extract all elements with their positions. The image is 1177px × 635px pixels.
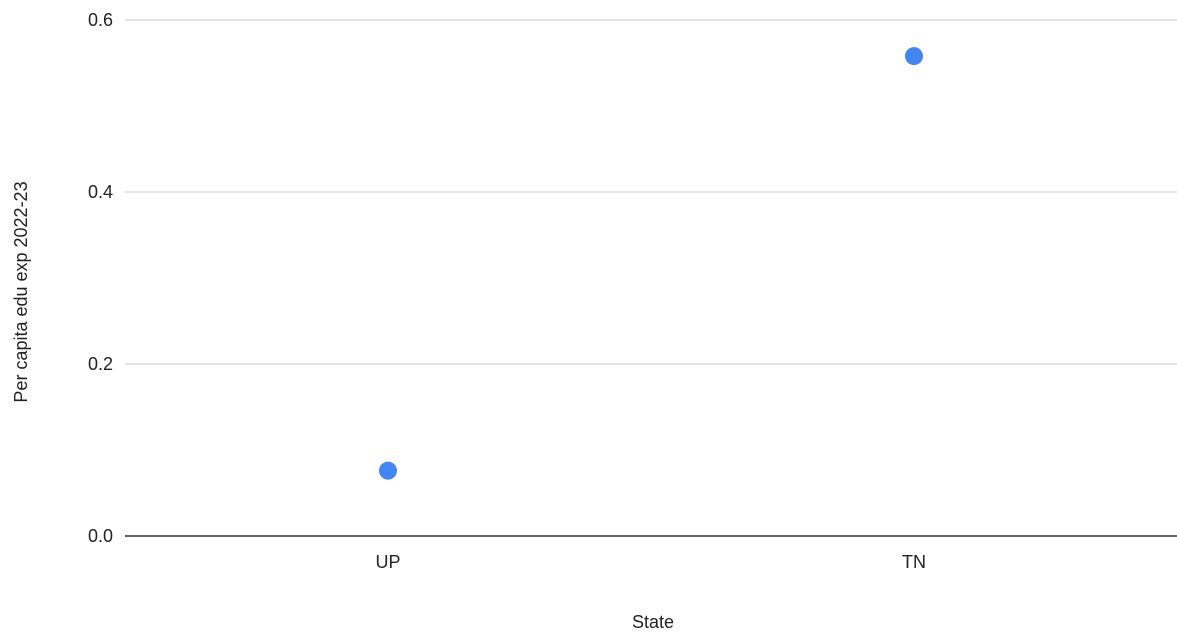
y-tick-label: 0.0 [88, 526, 113, 546]
y-tick-label: 0.4 [88, 182, 113, 202]
x-tick-label: TN [902, 552, 926, 572]
gridlines [125, 19, 1177, 537]
y-tick-label: 0.2 [88, 354, 113, 374]
data-point [905, 47, 923, 66]
y-tick-labels: 0.0 0.2 0.4 0.6 [88, 10, 113, 546]
x-axis-title: State [632, 612, 674, 632]
x-tick-label: UP [375, 552, 400, 572]
data-points [379, 47, 923, 480]
data-point [379, 461, 397, 480]
y-tick-label: 0.6 [88, 10, 113, 30]
y-axis-title: Per capita edu exp 2022-23 [11, 181, 31, 402]
x-tick-labels: UP TN [375, 552, 926, 572]
